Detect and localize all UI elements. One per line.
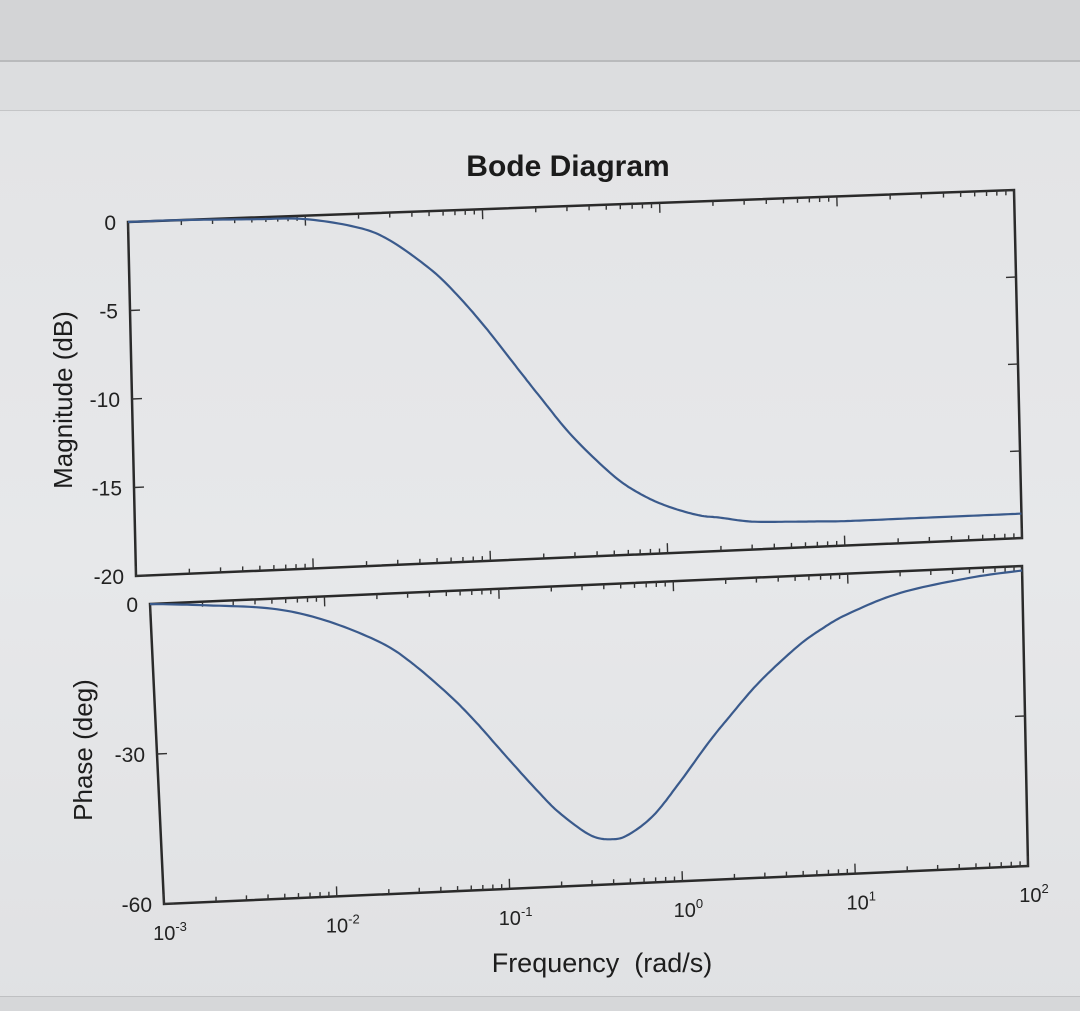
screen-top-band [0,0,1080,62]
chart-title: Bode Diagram [466,150,669,183]
xtick-label: 10-3 [153,919,187,945]
phase-y-ticks: 0 -30 -60 [115,565,1029,917]
phase-ytick-label: -30 [115,744,145,767]
xtick-label: 100 [674,896,703,922]
xtick-label: 101 [846,889,875,915]
phase-axes-frame [148,564,1030,906]
magnitude-curve [127,217,1022,523]
screen-toolbar-band [0,62,1080,111]
magnitude-ytick-label: -5 [99,301,118,324]
phase-axis-label: Phase (deg) [68,679,98,821]
phase-ytick-label: 0 [126,594,138,617]
magnitude-y-ticks: 0 -5 -10 -15 -20 [90,189,1023,589]
magnitude-ytick-label: 0 [104,212,116,235]
magnitude-ytick-label: -10 [90,389,120,412]
screen-bottom-band [0,996,1080,1011]
magnitude-axis-label: Magnitude (dB) [48,311,78,489]
phase-curve [149,569,1023,841]
minor-tick-marks [180,190,1021,902]
xtick-label: 102 [1019,881,1048,907]
phase-ytick-label: -60 [122,894,152,917]
xtick-label: 10-2 [326,911,360,937]
frequency-axis-label: Frequency (rad/s) [492,948,713,978]
frequency-x-ticks: 10-3 10-2 10-1 100 101 102 [127,189,1049,945]
magnitude-ytick-label: -15 [92,478,122,501]
magnitude-ytick-label: -20 [94,566,124,589]
magnitude-axes-frame [126,188,1024,578]
xtick-label: 10-1 [499,904,533,930]
